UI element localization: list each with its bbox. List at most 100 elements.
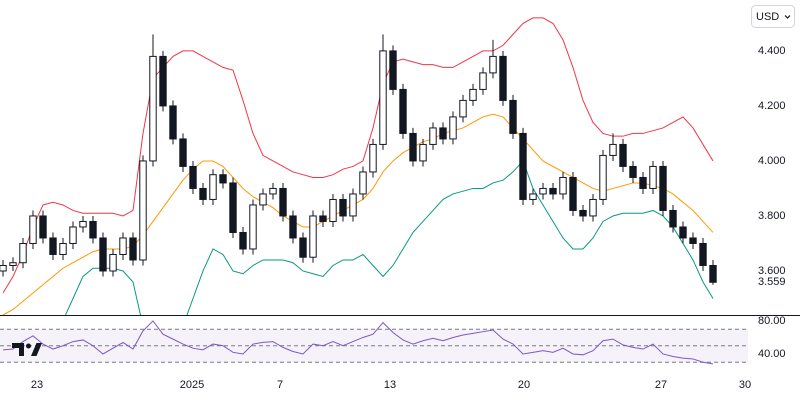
candle-body — [259, 193, 267, 206]
candle-body — [419, 143, 427, 162]
candle-body — [429, 127, 437, 145]
y-tick-label: 4.400 — [758, 45, 786, 57]
candle-body — [309, 215, 317, 258]
candle-body — [189, 165, 197, 189]
candle-body — [199, 187, 207, 200]
candle-body — [9, 262, 17, 266]
x-tick-label: 23 — [31, 379, 43, 391]
axes: 3.600 3.800 4.000 4.200 4.400 23 2025 7 13 20 27 30… — [31, 45, 796, 391]
rsi-pane — [0, 320, 748, 365]
candle-body — [489, 55, 497, 74]
candle-body — [329, 198, 337, 222]
candle-body — [499, 55, 507, 101]
candle-body — [169, 105, 177, 140]
candle-body — [449, 116, 457, 140]
x-tick-label: 27 — [655, 379, 667, 391]
candle-body — [279, 187, 287, 217]
candle-body — [79, 220, 87, 228]
x-tick-label: 7 — [277, 379, 283, 391]
candle-body — [699, 242, 707, 266]
candle-body — [519, 132, 527, 200]
candle-body — [709, 264, 717, 283]
candle-body — [319, 215, 327, 222]
candle-body — [679, 226, 687, 239]
candle-body — [89, 220, 97, 239]
candle-body — [509, 99, 517, 134]
x-tick-label: 13 — [384, 379, 396, 391]
candle-body — [0, 264, 7, 272]
candle-body — [119, 237, 127, 255]
candle-body — [399, 88, 407, 134]
candle-body — [529, 193, 537, 200]
candle-body — [549, 187, 557, 195]
x-tick-label: 20 — [518, 379, 530, 391]
candle-body — [39, 215, 47, 239]
candle-body — [409, 132, 417, 162]
candle-body — [69, 226, 77, 244]
candle-body — [599, 154, 607, 200]
candle-body — [109, 253, 117, 272]
candle-body — [129, 237, 137, 261]
candle-body — [179, 138, 187, 167]
candle-body — [589, 198, 597, 217]
y-tick-label: 3.800 — [758, 210, 786, 222]
candle-body — [469, 88, 477, 101]
candle-body — [649, 165, 657, 189]
candle-body — [29, 215, 37, 244]
candle-body — [659, 165, 667, 211]
candle-body — [369, 143, 377, 173]
candle-body — [569, 176, 577, 211]
candle-body — [139, 160, 147, 261]
candle-body — [239, 231, 247, 250]
candle-body — [229, 182, 237, 233]
candle-body — [219, 174, 227, 184]
candle-body — [59, 242, 67, 255]
indicator-line — [2, 320, 714, 365]
candle-body — [439, 127, 447, 140]
y-tick-label: 3.600 — [758, 265, 786, 277]
last-price-box — [752, 274, 796, 291]
candle-body — [579, 209, 587, 217]
candle-body — [209, 174, 217, 200]
candle-body — [159, 55, 167, 107]
price-pane — [0, 17, 717, 315]
last-price-label: 3.559 — [758, 276, 786, 288]
y-tick-label: 80.00 — [758, 315, 786, 327]
currency-label[interactable]: USD — [756, 11, 779, 23]
candle-body — [289, 215, 297, 239]
candle-body — [379, 50, 387, 145]
candle-body — [349, 193, 357, 217]
y-tick-label: 40.00 — [758, 348, 786, 360]
candle-body — [619, 143, 627, 167]
candle-body — [149, 55, 157, 162]
indicator-line — [64, 159, 714, 315]
candle-body — [609, 143, 617, 156]
candle-body — [689, 237, 697, 244]
candle-body — [99, 237, 107, 272]
candle-body — [459, 99, 467, 118]
candle-body — [249, 204, 257, 250]
x-tick-label: 2025 — [180, 379, 204, 391]
candle-body — [299, 237, 307, 258]
indicator-line — [2, 17, 714, 294]
candle-body — [49, 237, 57, 255]
candle-body — [479, 72, 487, 90]
candle-body — [269, 187, 277, 195]
x-tick-label: 30 — [739, 379, 751, 391]
logo — [12, 343, 42, 356]
candle-body — [669, 209, 677, 228]
candle-body — [639, 176, 647, 189]
chevron[interactable] — [784, 15, 791, 19]
y-tick-label: 4.000 — [758, 155, 786, 167]
candle-body — [389, 50, 397, 90]
candle-body — [629, 165, 637, 178]
currency-button[interactable]: USD — [751, 5, 795, 28]
currency-button-box[interactable] — [751, 5, 795, 28]
candle-body — [559, 176, 567, 195]
candle-body — [359, 171, 367, 195]
y-tick-label: 4.200 — [758, 100, 786, 112]
candle-body — [19, 242, 27, 264]
candle-body — [539, 187, 547, 195]
candle-body — [339, 198, 347, 217]
